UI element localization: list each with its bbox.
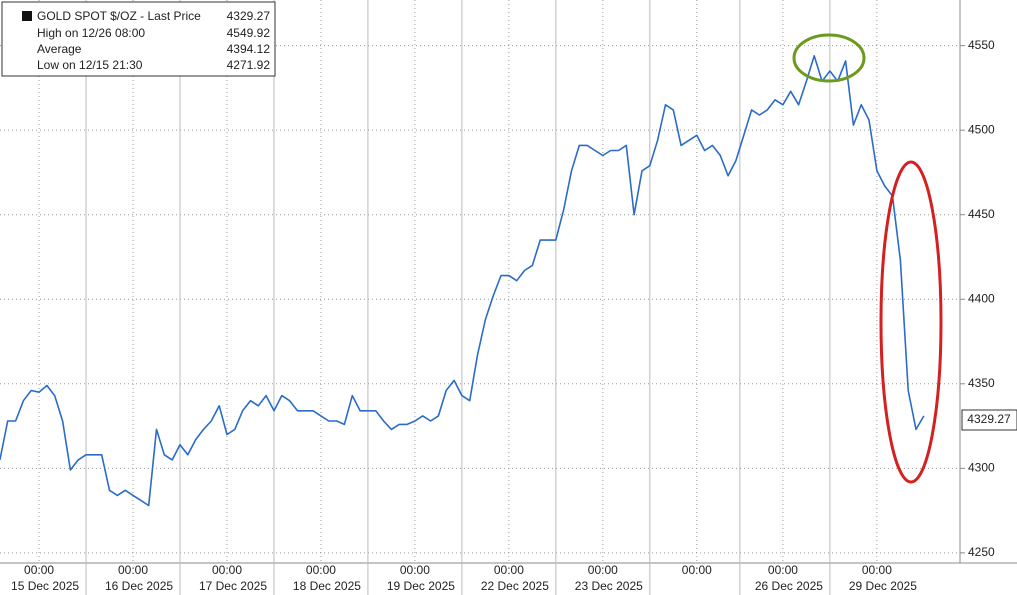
price-line — [0, 55, 925, 507]
legend-title: GOLD SPOT $/OZ - Last Price — [37, 9, 201, 23]
y-tick-label: 4350 — [968, 376, 995, 390]
legend-row-label: Low on 12/15 21:30 — [37, 58, 143, 72]
x-tick-label: 00:00 — [400, 563, 430, 577]
y-tick-label: 4400 — [968, 291, 995, 305]
x-date-label: 18 Dec 2025 — [293, 579, 361, 593]
x-tick-label: 00:00 — [212, 563, 242, 577]
legend: GOLD SPOT $/OZ - Last Price 4329.27 High… — [1, 1, 276, 77]
x-date-label: 16 Dec 2025 — [105, 579, 173, 593]
y-tick-label: 4250 — [968, 545, 995, 559]
x-tick-label: 00:00 — [24, 563, 54, 577]
highlight-ellipse — [879, 160, 943, 484]
x-tick-label: 00:00 — [494, 563, 524, 577]
x-date-label: 19 Dec 2025 — [387, 579, 455, 593]
x-tick-label: 00:00 — [118, 563, 148, 577]
legend-row-label: Average — [37, 42, 82, 56]
x-date-label: 22 Dec 2025 — [481, 579, 549, 593]
x-tick-label: 00:00 — [588, 563, 618, 577]
x-tick-label: 00:00 — [862, 563, 892, 577]
legend-swatch — [22, 11, 32, 21]
x-date-label: 17 Dec 2025 — [199, 579, 267, 593]
legend-box — [1, 1, 276, 77]
last-price-label: 4329.27 — [967, 412, 1011, 426]
highlight-ellipse — [792, 33, 866, 83]
x-tick-label: 00:00 — [682, 563, 712, 577]
legend-last: 4329.27 — [227, 9, 271, 23]
y-tick-label: 4450 — [968, 207, 995, 221]
y-tick-label: 4550 — [968, 38, 995, 52]
x-tick-label: 00:00 — [306, 563, 336, 577]
x-date-label: 15 Dec 2025 — [11, 579, 79, 593]
series-group — [0, 55, 925, 507]
legend-row-value: 4549.92 — [227, 26, 271, 40]
x-date-label: 26 Dec 2025 — [755, 579, 823, 593]
y-tick-label: 4500 — [968, 122, 995, 136]
x-date-label: 23 Dec 2025 — [575, 579, 643, 593]
grid-group — [0, 0, 965, 595]
legend-row-value: 4394.12 — [227, 42, 271, 56]
x-tick-label: 00:00 — [768, 563, 798, 577]
legend-row-value: 4271.92 — [227, 58, 271, 72]
x-date-label: 29 Dec 2025 — [849, 579, 917, 593]
legend-row-label: High on 12/26 08:00 — [37, 26, 145, 40]
y-tick-label: 4300 — [968, 460, 995, 474]
last-price-tag — [961, 409, 1017, 431]
